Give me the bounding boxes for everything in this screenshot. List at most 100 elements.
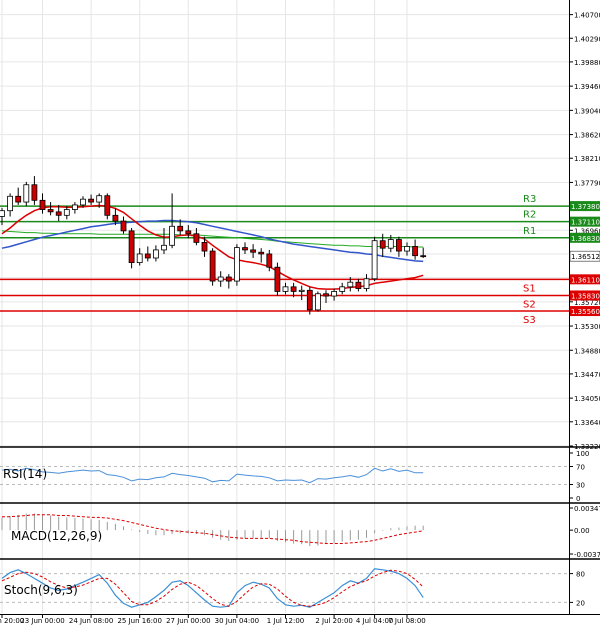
candle	[371, 240, 378, 280]
candle	[136, 253, 143, 264]
level-label-s2: S2	[523, 299, 536, 310]
y-tick-label: 1.33220	[574, 443, 600, 451]
y-tick-label: 1.39460	[574, 83, 600, 91]
candle	[161, 244, 167, 251]
ma-blue-line	[1, 219, 424, 263]
candle	[395, 239, 402, 252]
candle	[347, 281, 354, 288]
candle	[39, 199, 46, 210]
candle	[15, 195, 22, 203]
level-price-tag	[570, 232, 600, 243]
candle	[339, 286, 346, 292]
candle	[185, 230, 192, 235]
candle	[96, 195, 103, 203]
level-price-tag	[570, 306, 600, 317]
candle	[242, 247, 248, 251]
y-tick-label: 1.34050	[574, 395, 600, 403]
candle	[112, 214, 119, 222]
level-price-tag-label: 1.36830	[571, 235, 600, 243]
y-tick-label: 1.40290	[574, 35, 600, 43]
x-tick-label: 7 Jul 08:00	[388, 617, 426, 625]
y-tick-label: 1.34880	[574, 347, 600, 355]
level-price-tag-label: 1.35560	[571, 308, 600, 316]
candle	[404, 246, 410, 252]
candle	[63, 209, 70, 216]
candle	[144, 253, 151, 259]
candle	[233, 247, 240, 282]
candle	[387, 239, 394, 249]
y-tick-label: 1.39880	[574, 59, 600, 67]
candle	[88, 198, 94, 203]
y-tick-label: 1.40700	[574, 12, 600, 20]
candle	[7, 195, 13, 212]
level-price-tag	[570, 201, 600, 212]
x-tick-label: 27 Jun 00:00	[166, 617, 210, 625]
y-tick-label: 1.34470	[574, 371, 600, 379]
level-price-tag-label: 1.36110	[571, 276, 600, 284]
stoch-label: Stoch(9,6,3)	[4, 583, 78, 597]
level-label-s1: S1	[523, 283, 536, 294]
candle	[128, 230, 135, 264]
candle	[193, 233, 200, 243]
ma-green-line	[1, 230, 424, 248]
x-tick-label: 23 Jun 00:00	[20, 617, 64, 625]
x-tick-label: 24 Jun 08:00	[69, 617, 113, 625]
rsi-label: RSI(14)	[3, 467, 47, 481]
y-tick-label: 1.39040	[574, 107, 600, 115]
level-price-tag	[570, 216, 600, 227]
y-tick-label: 1.37790	[574, 179, 600, 187]
stoch-y-tick-label: 80	[576, 571, 585, 579]
macd-label: MACD(12,26,9)	[11, 529, 102, 543]
stoch-d-line	[1, 569, 424, 607]
candle	[209, 250, 216, 282]
candle	[298, 289, 305, 292]
rsi-y-tick-label: 100	[576, 450, 589, 458]
candle	[274, 266, 281, 292]
x-tick-label: 30 Jun 04:00	[215, 617, 259, 625]
x-tick-label: 2 Jul 20:00	[315, 617, 353, 625]
candle	[177, 225, 184, 232]
level-label-r1: R1	[523, 226, 536, 237]
series-layer: R3 R2 R1 S1 S2 S3	[0, 176, 569, 608]
candle	[47, 209, 54, 213]
level-label-r2: R2	[523, 210, 536, 221]
macd-y-tick-label: -0.00374	[574, 551, 600, 559]
candle	[55, 211, 62, 216]
level-price-tag-label: 1.37380	[571, 203, 600, 211]
last-price-tag	[569, 250, 600, 262]
candle	[258, 251, 265, 255]
candle	[266, 253, 273, 268]
rsi-line	[1, 467, 424, 484]
candle	[152, 249, 159, 259]
candle	[0, 210, 5, 217]
y-tick-label: 1.35300	[574, 323, 600, 331]
candle	[169, 225, 176, 246]
macd-signal-line	[2, 514, 424, 544]
candle	[282, 286, 289, 292]
y-tick-label: 1.38210	[574, 155, 600, 163]
candle	[250, 249, 257, 253]
y-tick-label: 1.36960	[574, 227, 600, 235]
candle	[80, 198, 86, 206]
x-tick-label: 22 Jun 20:00	[0, 617, 24, 625]
level-price-tag-label: 1.35830	[571, 292, 600, 300]
stoch-k-line	[1, 568, 424, 608]
candle	[23, 184, 30, 203]
level-label-s3: S3	[523, 315, 536, 326]
candle	[314, 293, 321, 311]
candle	[379, 240, 386, 249]
macd-y-tick-label: 0.003471	[574, 505, 600, 513]
level-label-r3: R3	[523, 194, 536, 205]
candle	[31, 184, 38, 201]
stoch-y-tick-label: 20	[576, 599, 585, 607]
y-tick-label: 1.38620	[574, 132, 600, 140]
candle	[323, 293, 329, 297]
rsi-y-tick-label: 30	[576, 482, 585, 490]
level-price-tag	[570, 274, 600, 285]
candle	[331, 291, 338, 297]
candle	[412, 246, 419, 257]
level-price-tag-label: 1.37110	[571, 219, 600, 227]
